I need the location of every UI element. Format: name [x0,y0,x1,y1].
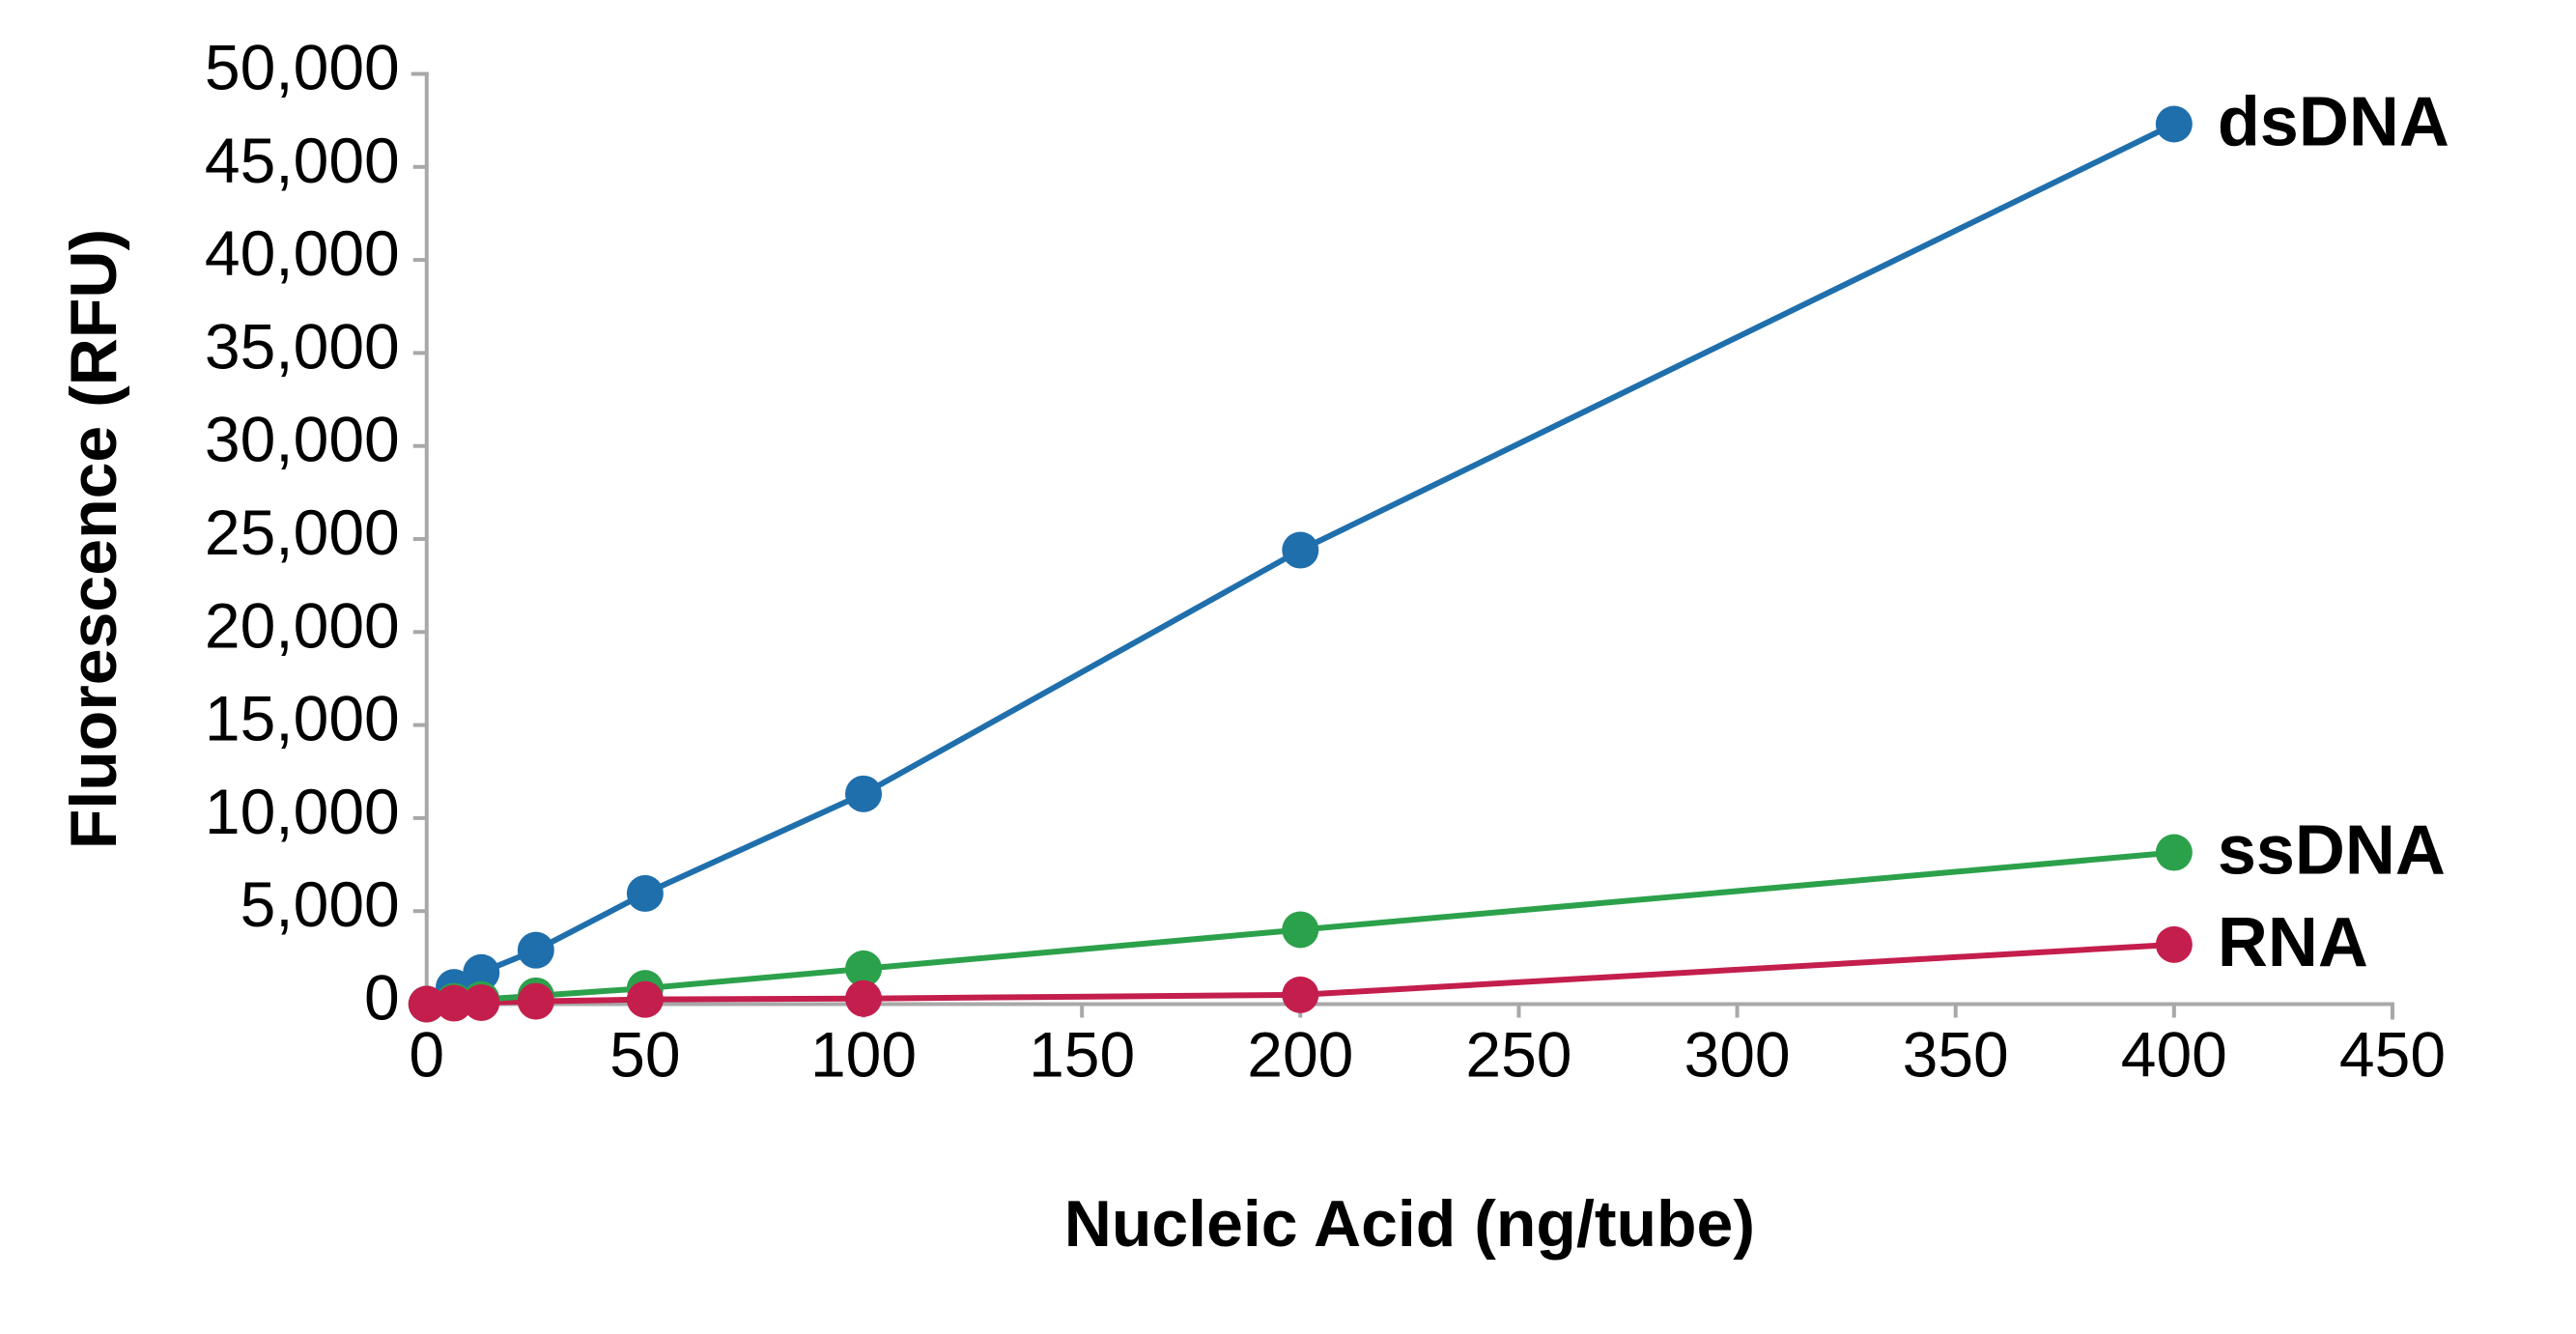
svg-text:450: 450 [2339,1019,2446,1091]
svg-text:0: 0 [409,1019,444,1091]
svg-text:400: 400 [2121,1019,2227,1091]
svg-text:5,000: 5,000 [241,868,400,940]
svg-text:30,000: 30,000 [205,404,400,475]
svg-text:40,000: 40,000 [205,217,400,289]
svg-text:35,000: 35,000 [205,310,400,382]
svg-text:150: 150 [1029,1019,1135,1091]
svg-text:15,000: 15,000 [205,683,400,754]
svg-text:200: 200 [1247,1019,1353,1091]
svg-text:350: 350 [1903,1019,2009,1091]
svg-text:45,000: 45,000 [205,125,400,196]
svg-text:0: 0 [364,962,400,1034]
svg-text:50: 50 [609,1019,680,1091]
svg-text:25,000: 25,000 [205,497,400,568]
svg-text:300: 300 [1684,1019,1791,1091]
svg-text:10,000: 10,000 [205,776,400,847]
svg-text:Nucleic Acid (ng/tube): Nucleic Acid (ng/tube) [1064,1187,1755,1261]
svg-text:ssDNA: ssDNA [2218,812,2446,890]
svg-text:Fluorescence (RFU): Fluorescence (RFU) [57,229,130,849]
svg-text:100: 100 [810,1019,917,1091]
svg-text:dsDNA: dsDNA [2218,84,2449,161]
svg-text:250: 250 [1465,1019,1571,1091]
svg-text:20,000: 20,000 [205,589,400,661]
svg-text:RNA: RNA [2218,904,2368,981]
svg-text:50,000: 50,000 [205,32,400,103]
